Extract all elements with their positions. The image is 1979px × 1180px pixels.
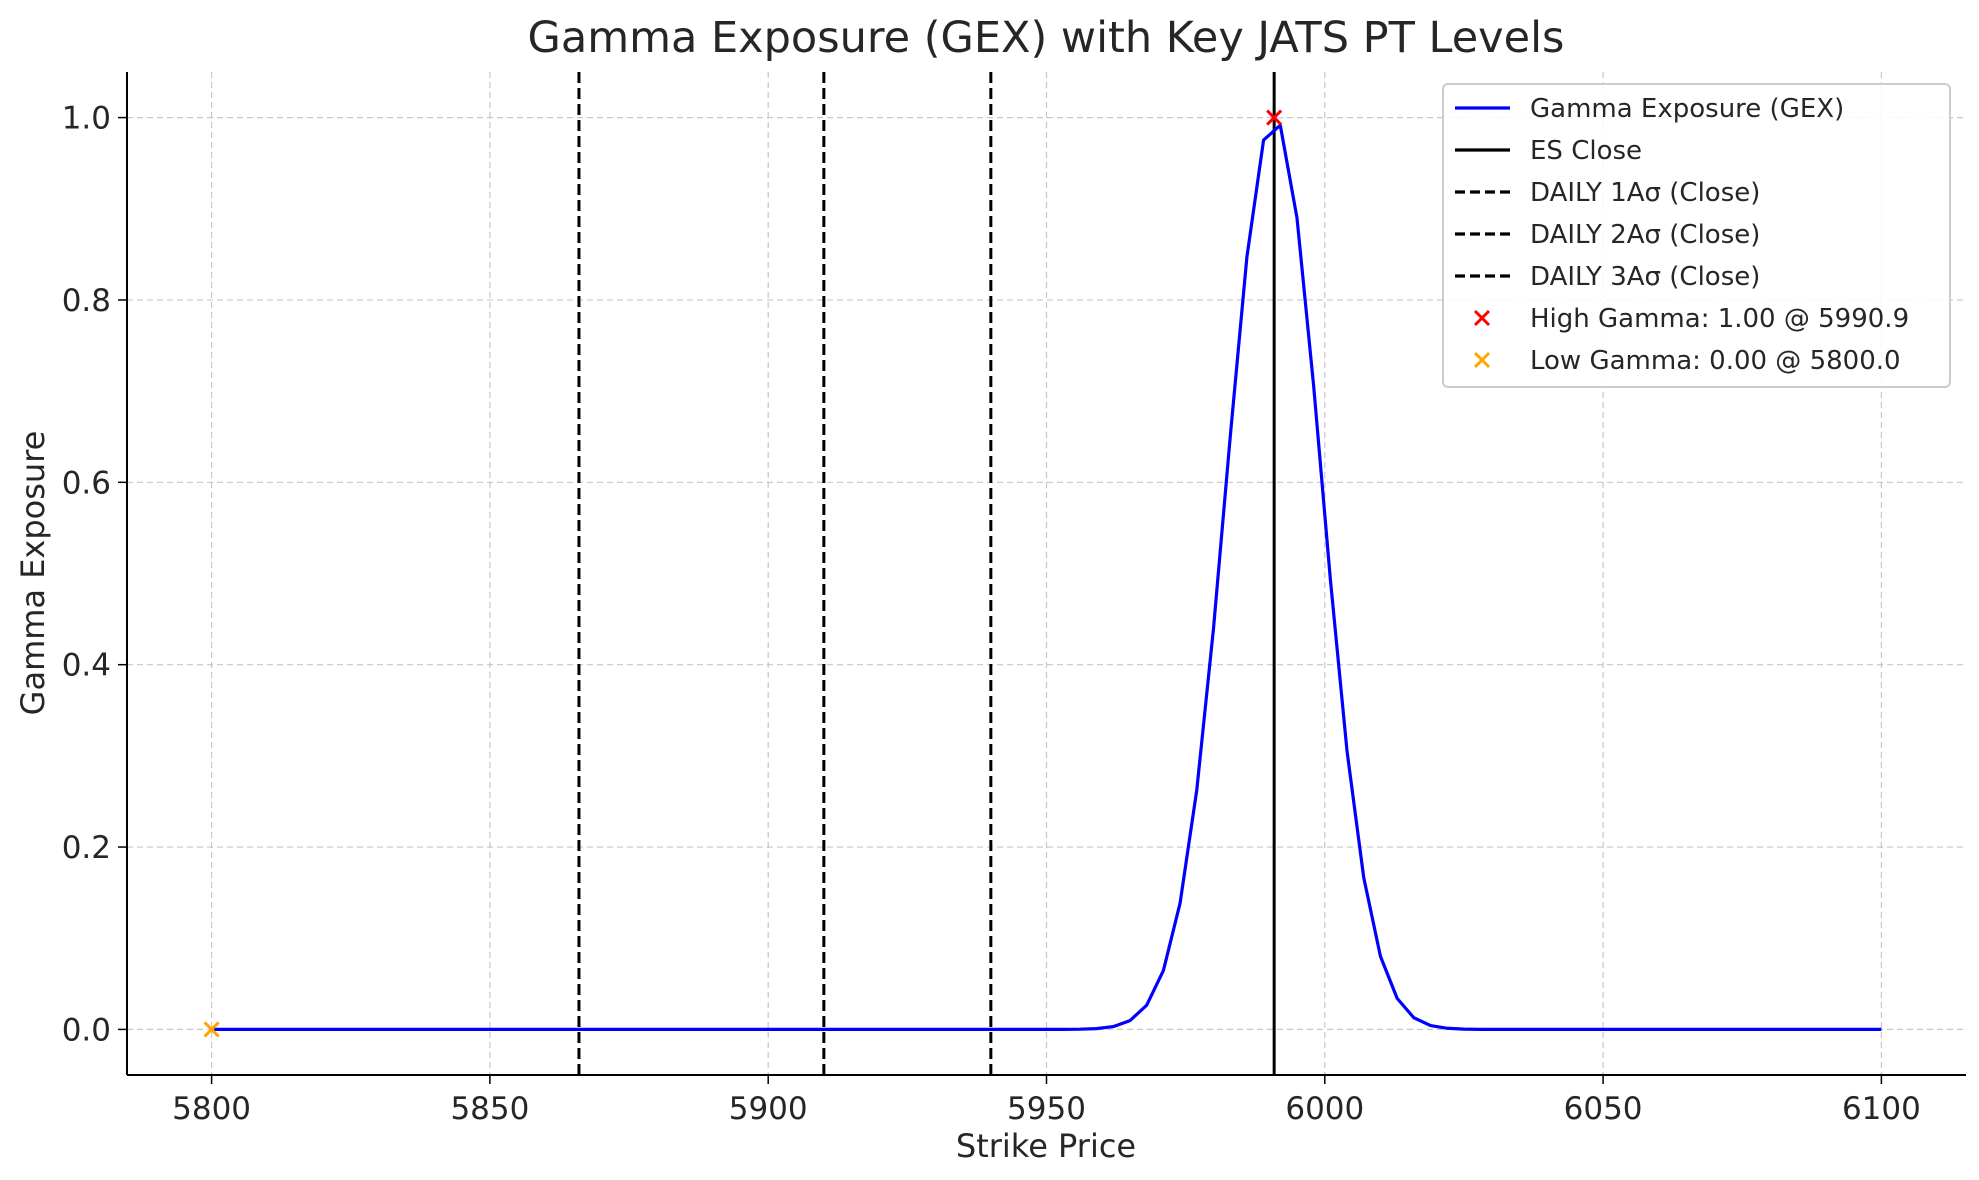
legend-entry-marker: High Gamma: 1.00 @ 5990.9 — [1473, 304, 1909, 334]
x-tick-label: 6000 — [1285, 1091, 1364, 1127]
marker-layer — [203, 109, 1283, 1038]
low-gamma-marker — [203, 1021, 220, 1038]
y-tick-label: 0.6 — [62, 465, 111, 501]
legend-label: DAILY 1Aσ (Close) — [1530, 178, 1760, 208]
series-layer — [211, 123, 1882, 1032]
y-tick-label: 0.0 — [62, 1012, 111, 1048]
x-axis-label: Strike Price — [956, 1127, 1136, 1165]
x-ticks: 5800 5850 5900 5950 6000 6050 6100 — [172, 1075, 1921, 1127]
legend-entry-level: DAILY 3Aσ (Close) — [1455, 262, 1760, 292]
x-tick-label: 5950 — [1007, 1091, 1086, 1127]
legend-label: DAILY 2Aσ (Close) — [1530, 220, 1760, 250]
legend-label: ES Close — [1530, 136, 1642, 166]
legend-entry-gex: Gamma Exposure (GEX) — [1455, 94, 1844, 124]
legend-label: Low Gamma: 0.00 @ 5800.0 — [1530, 346, 1901, 376]
x-tick-label: 6050 — [1564, 1091, 1643, 1127]
x-tick-label: 5800 — [172, 1091, 251, 1127]
legend-label: DAILY 3Aσ (Close) — [1530, 262, 1760, 292]
x-stroke — [1473, 351, 1491, 369]
x-stroke — [1266, 109, 1283, 126]
legend-entry-level: DAILY 1Aσ (Close) — [1455, 178, 1760, 208]
legend-entry-level: ES Close — [1455, 136, 1642, 166]
legend-entry-level: DAILY 2Aσ (Close) — [1455, 220, 1760, 250]
y-tick-label: 0.4 — [62, 648, 111, 684]
legend-label: High Gamma: 1.00 @ 5990.9 — [1530, 304, 1909, 334]
gex-series-line — [211, 123, 1882, 1032]
chart-title: Gamma Exposure (GEX) with Key JATS PT Le… — [528, 13, 1565, 63]
legend-label: Gamma Exposure (GEX) — [1530, 94, 1844, 124]
x-tick-label: 6100 — [1842, 1091, 1921, 1127]
x-tick-label: 5900 — [729, 1091, 808, 1127]
y-tick-label: 0.2 — [62, 830, 111, 866]
y-tick-label: 1.0 — [62, 101, 111, 137]
x-stroke — [203, 1021, 220, 1038]
high-gamma-marker — [1266, 109, 1283, 126]
legend-swatch — [1473, 351, 1491, 369]
legend-swatch — [1473, 309, 1491, 327]
legend-entry-marker: Low Gamma: 0.00 @ 5800.0 — [1473, 346, 1901, 376]
x-stroke — [1473, 309, 1491, 327]
y-tick-label: 0.8 — [62, 283, 111, 319]
y-ticks: 0.0 0.2 0.4 0.6 0.8 1.0 — [62, 101, 127, 1048]
y-axis-label: Gamma Exposure — [14, 431, 52, 716]
x-tick-label: 5850 — [450, 1091, 529, 1127]
vertical-level-lines — [577, 72, 1276, 1075]
legend-box — [1442, 83, 1951, 388]
legend: Gamma Exposure (GEX) ES Close DAILY 1Aσ (C… — [1442, 83, 1951, 388]
